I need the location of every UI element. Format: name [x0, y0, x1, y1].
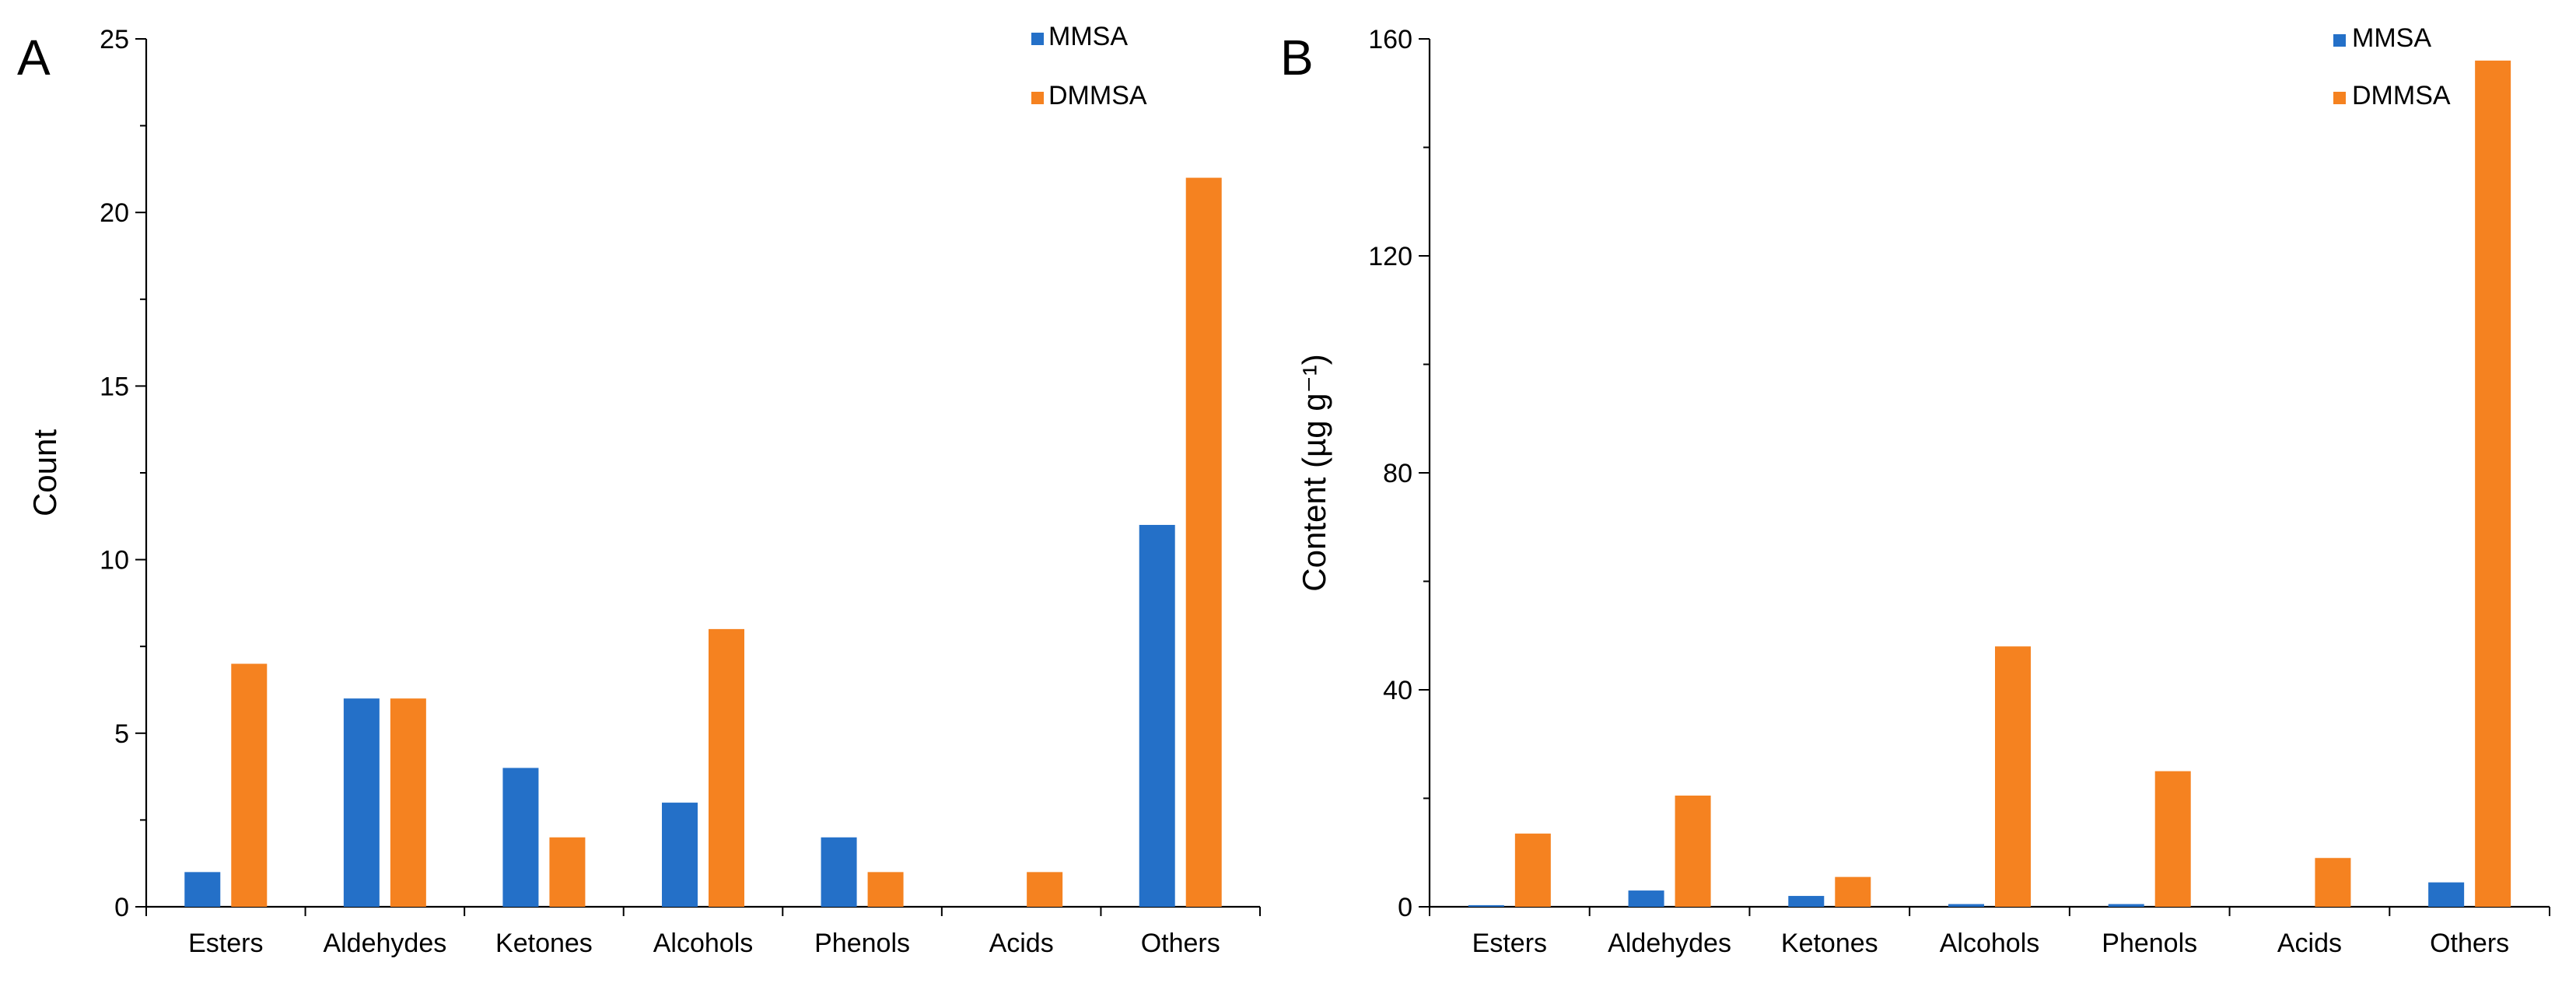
bar-dmmsa-others — [1185, 177, 1222, 907]
legend-label-dmmsa: DMMSA — [1048, 81, 1147, 110]
x-category-label: Esters — [1472, 929, 1547, 958]
panel-b-chart: B 0 40 80 120 160 Content (µg g⁻¹) Esters Aldehy… — [1280, 23, 2550, 958]
x-category-label: Others — [1141, 929, 1220, 958]
legend-swatch-dmmsa — [1031, 92, 1044, 104]
x-category-label: Esters — [188, 929, 263, 958]
x-category-label: Acids — [989, 929, 1054, 958]
bar-dmmsa-others — [2475, 60, 2511, 907]
bar-mmsa-esters — [1468, 904, 1504, 907]
x-category-label: Alcohols — [1940, 929, 2040, 958]
y-axis-title: Count — [26, 429, 63, 516]
bar-dmmsa-alcohols — [709, 628, 744, 907]
y-tick-label: 10 — [100, 546, 129, 575]
bar-mmsa-aldehydes — [1628, 890, 1664, 907]
legend-label-dmmsa: DMMSA — [2352, 81, 2451, 110]
bar-dmmsa-esters — [1514, 833, 1551, 907]
panel-letter: B — [1280, 30, 1314, 86]
y-tick-label: 0 — [114, 893, 129, 922]
x-category-label: Phenols — [814, 929, 910, 958]
y-tick-label: 120 — [1368, 242, 1412, 271]
y-tick-label: 5 — [114, 719, 129, 749]
legend-label-mmsa: MMSA — [2352, 23, 2431, 53]
y-tick-label: 20 — [100, 198, 129, 228]
bar-dmmsa-phenols — [867, 872, 904, 907]
x-category-label: Aldehydes — [1608, 929, 1731, 958]
legend-swatch-dmmsa — [2333, 92, 2346, 104]
panel-a-chart: A 0 5 10 15 20 25 Count Esters Aldehydes Ketones Al… — [17, 22, 1261, 958]
panel-letter: A — [17, 30, 51, 86]
y-tick-label: 0 — [1398, 893, 1412, 922]
bar-mmsa-alcohols — [662, 803, 698, 907]
bar-dmmsa-acids — [1027, 872, 1063, 907]
bar-mmsa-others — [1139, 524, 1175, 907]
y-axis-title: Content (µg g⁻¹) — [1296, 354, 1332, 591]
bar-mmsa-alcohols — [1948, 904, 1984, 907]
x-category-label: Phenols — [2102, 929, 2197, 958]
y-tick-label: 160 — [1368, 25, 1412, 54]
x-category-label: Aldehydes — [323, 929, 446, 958]
legend-label-mmsa: MMSA — [1048, 22, 1128, 51]
y-tick-label: 15 — [100, 372, 129, 401]
x-category-label: Others — [2430, 929, 2509, 958]
legend-swatch-mmsa — [1031, 33, 1044, 45]
y-tick-label: 80 — [1383, 459, 1412, 488]
legend-swatch-mmsa — [2333, 34, 2346, 47]
bar-dmmsa-acids — [2315, 858, 2351, 907]
x-category-label: Ketones — [1781, 929, 1878, 958]
bar-mmsa-ketones — [1788, 896, 1825, 907]
bar-dmmsa-alcohols — [1995, 646, 2031, 907]
bar-dmmsa-aldehydes — [390, 698, 426, 907]
bar-mmsa-aldehydes — [343, 698, 380, 907]
bar-mmsa-others — [2428, 882, 2465, 907]
bar-dmmsa-ketones — [1835, 876, 1871, 907]
bar-dmmsa-aldehydes — [1675, 796, 1711, 907]
bar-dmmsa-esters — [231, 663, 268, 907]
y-tick-label: 40 — [1383, 676, 1412, 705]
bar-dmmsa-phenols — [2154, 771, 2191, 907]
bar-dmmsa-ketones — [549, 837, 586, 907]
x-category-label: Alcohols — [653, 929, 754, 958]
x-category-label: Ketones — [495, 929, 593, 958]
bar-mmsa-ketones — [502, 768, 539, 907]
y-tick-label: 25 — [100, 25, 129, 54]
x-category-label: Acids — [2277, 929, 2342, 958]
bar-mmsa-phenols — [821, 837, 857, 907]
bar-mmsa-esters — [184, 872, 221, 907]
bar-mmsa-phenols — [2108, 904, 2144, 907]
